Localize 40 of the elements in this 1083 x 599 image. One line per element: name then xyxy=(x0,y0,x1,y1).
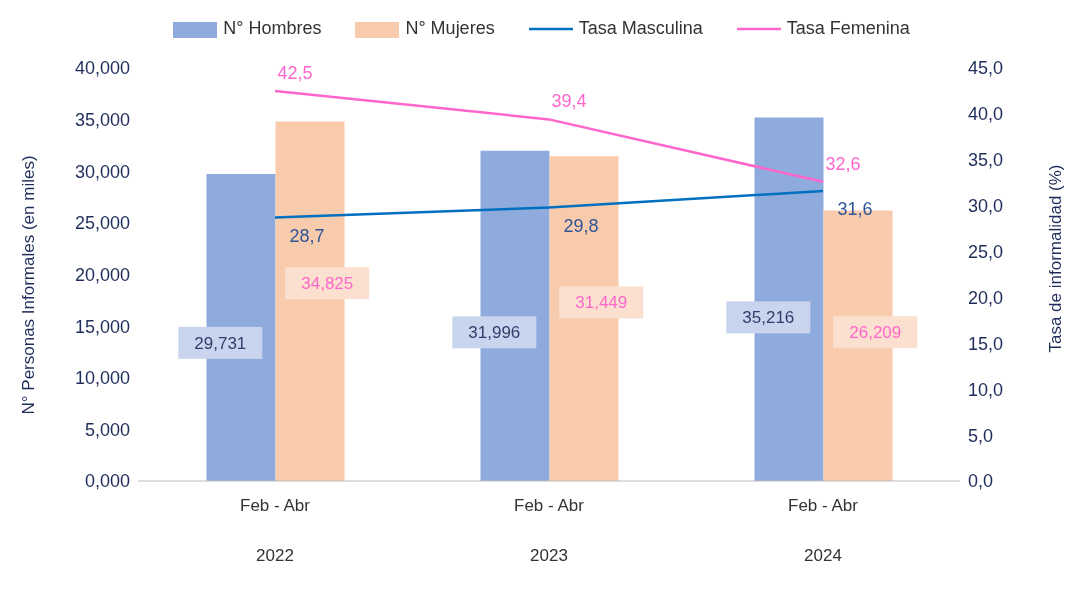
y-tick-label: 5,000 xyxy=(84,419,130,440)
y-tick-label: 20,000 xyxy=(74,264,130,285)
y2-tick-label: 5,0 xyxy=(968,425,994,446)
legend-label: Tasa Masculina xyxy=(578,18,703,39)
y2-tick-label: 10,0 xyxy=(968,379,1004,400)
y2-axis-title: Tasa de informalidad (%) xyxy=(1046,164,1066,353)
data-label: 31,449 xyxy=(575,293,628,313)
y2-tick-label: 35,0 xyxy=(968,150,1004,171)
y2-tick-label: 0,0 xyxy=(968,471,994,492)
data-label: 29,731 xyxy=(194,333,247,353)
y-tick-label: 15,000 xyxy=(74,316,130,337)
y2-tick-label: 30,0 xyxy=(968,196,1004,217)
data-label: 34,825 xyxy=(301,274,354,294)
legend-label: Tasa Femenina xyxy=(786,18,910,39)
data-label: 26,209 xyxy=(849,323,902,343)
y2-tick-label: 45,0 xyxy=(968,58,1004,79)
y-tick-label: 0,000 xyxy=(84,471,130,492)
y-tick-label: 35,000 xyxy=(74,110,130,131)
category-label: Feb - Abr 2023 xyxy=(514,496,584,565)
y2-tick-label: 25,0 xyxy=(968,241,1004,262)
data-label: 39,4 xyxy=(551,91,587,112)
y2-tick-label: 15,0 xyxy=(968,333,1004,354)
legend-label: N° Hombres xyxy=(223,18,322,39)
y2-tick-label: 20,0 xyxy=(968,287,1004,308)
y2-tick-label: 40,0 xyxy=(968,104,1004,125)
data-label: 31,6 xyxy=(837,198,873,219)
y-tick-label: 10,000 xyxy=(74,368,130,389)
y-tick-label: 40,000 xyxy=(74,58,130,79)
legend-label: N° Mujeres xyxy=(405,18,495,39)
y-tick-label: 25,000 xyxy=(74,213,130,234)
data-label: 28,7 xyxy=(289,225,325,246)
data-label: 35,216 xyxy=(742,308,795,328)
category-label: Feb - Abr 2022 xyxy=(240,496,310,565)
y-axis-title: N° Personas Informales (en miles) xyxy=(19,155,39,415)
category-label: Feb - Abr 2024 xyxy=(788,496,858,565)
data-label: 29,8 xyxy=(563,215,599,236)
data-label: 31,996 xyxy=(468,323,521,343)
data-label: 42,5 xyxy=(277,62,313,83)
data-label: 32,6 xyxy=(825,153,861,174)
y-tick-label: 30,000 xyxy=(74,161,130,182)
